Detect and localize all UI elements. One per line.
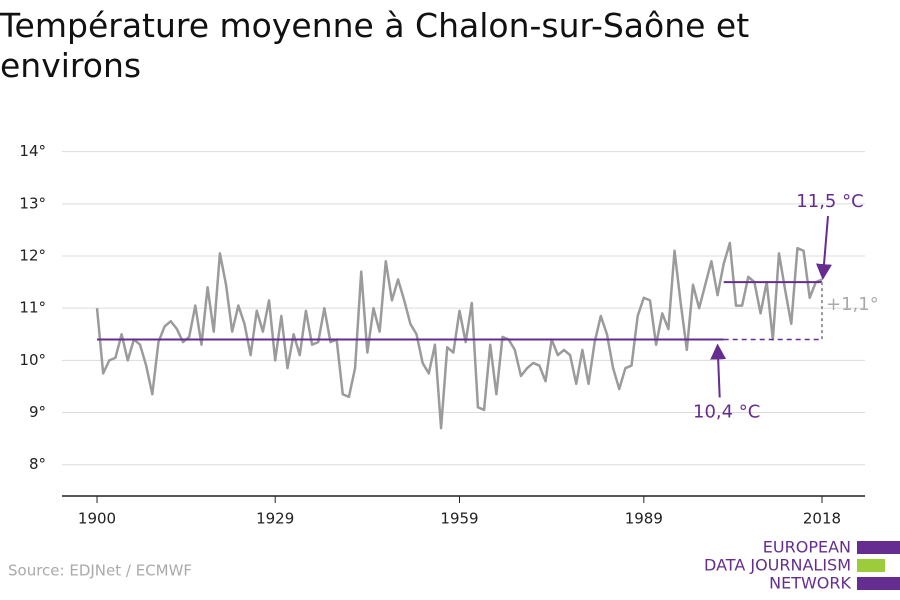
x-tick-label: 1929 (256, 510, 294, 528)
difference-label: +1,1° (826, 294, 879, 315)
baseline-label: 10,4 °C (693, 401, 760, 422)
logo-text: EUROPEAN (763, 538, 851, 557)
y-tick-label: 13° (19, 194, 46, 212)
logo-text: NETWORK (769, 574, 851, 593)
y-tick-label: 8° (29, 455, 46, 473)
x-tick-label: 1989 (625, 510, 663, 528)
logo-bar (857, 577, 900, 590)
y-tick-label: 10° (19, 351, 46, 369)
recent-arrow (816, 216, 832, 281)
y-tick-label: 11° (19, 299, 46, 317)
x-tick-label: 1900 (78, 510, 116, 528)
logo-text: DATA JOURNALISM (704, 556, 851, 575)
x-tick-label: 1959 (440, 510, 478, 528)
baseline-arrow (710, 343, 727, 398)
y-tick-label: 9° (29, 403, 46, 421)
x-tick-label: 2018 (803, 510, 841, 528)
temperature-line (95, 241, 823, 430)
logo-bar (857, 559, 885, 572)
chart-title: Température moyenne à Chalon-sur-Saône e… (0, 6, 750, 85)
source: Source: EDJNet / ECMWF (8, 562, 192, 580)
y-tick-label: 12° (19, 247, 46, 265)
y-tick-label: 14° (19, 142, 46, 160)
recent-label: 11,5 °C (796, 191, 863, 212)
logo-bar (857, 541, 900, 554)
